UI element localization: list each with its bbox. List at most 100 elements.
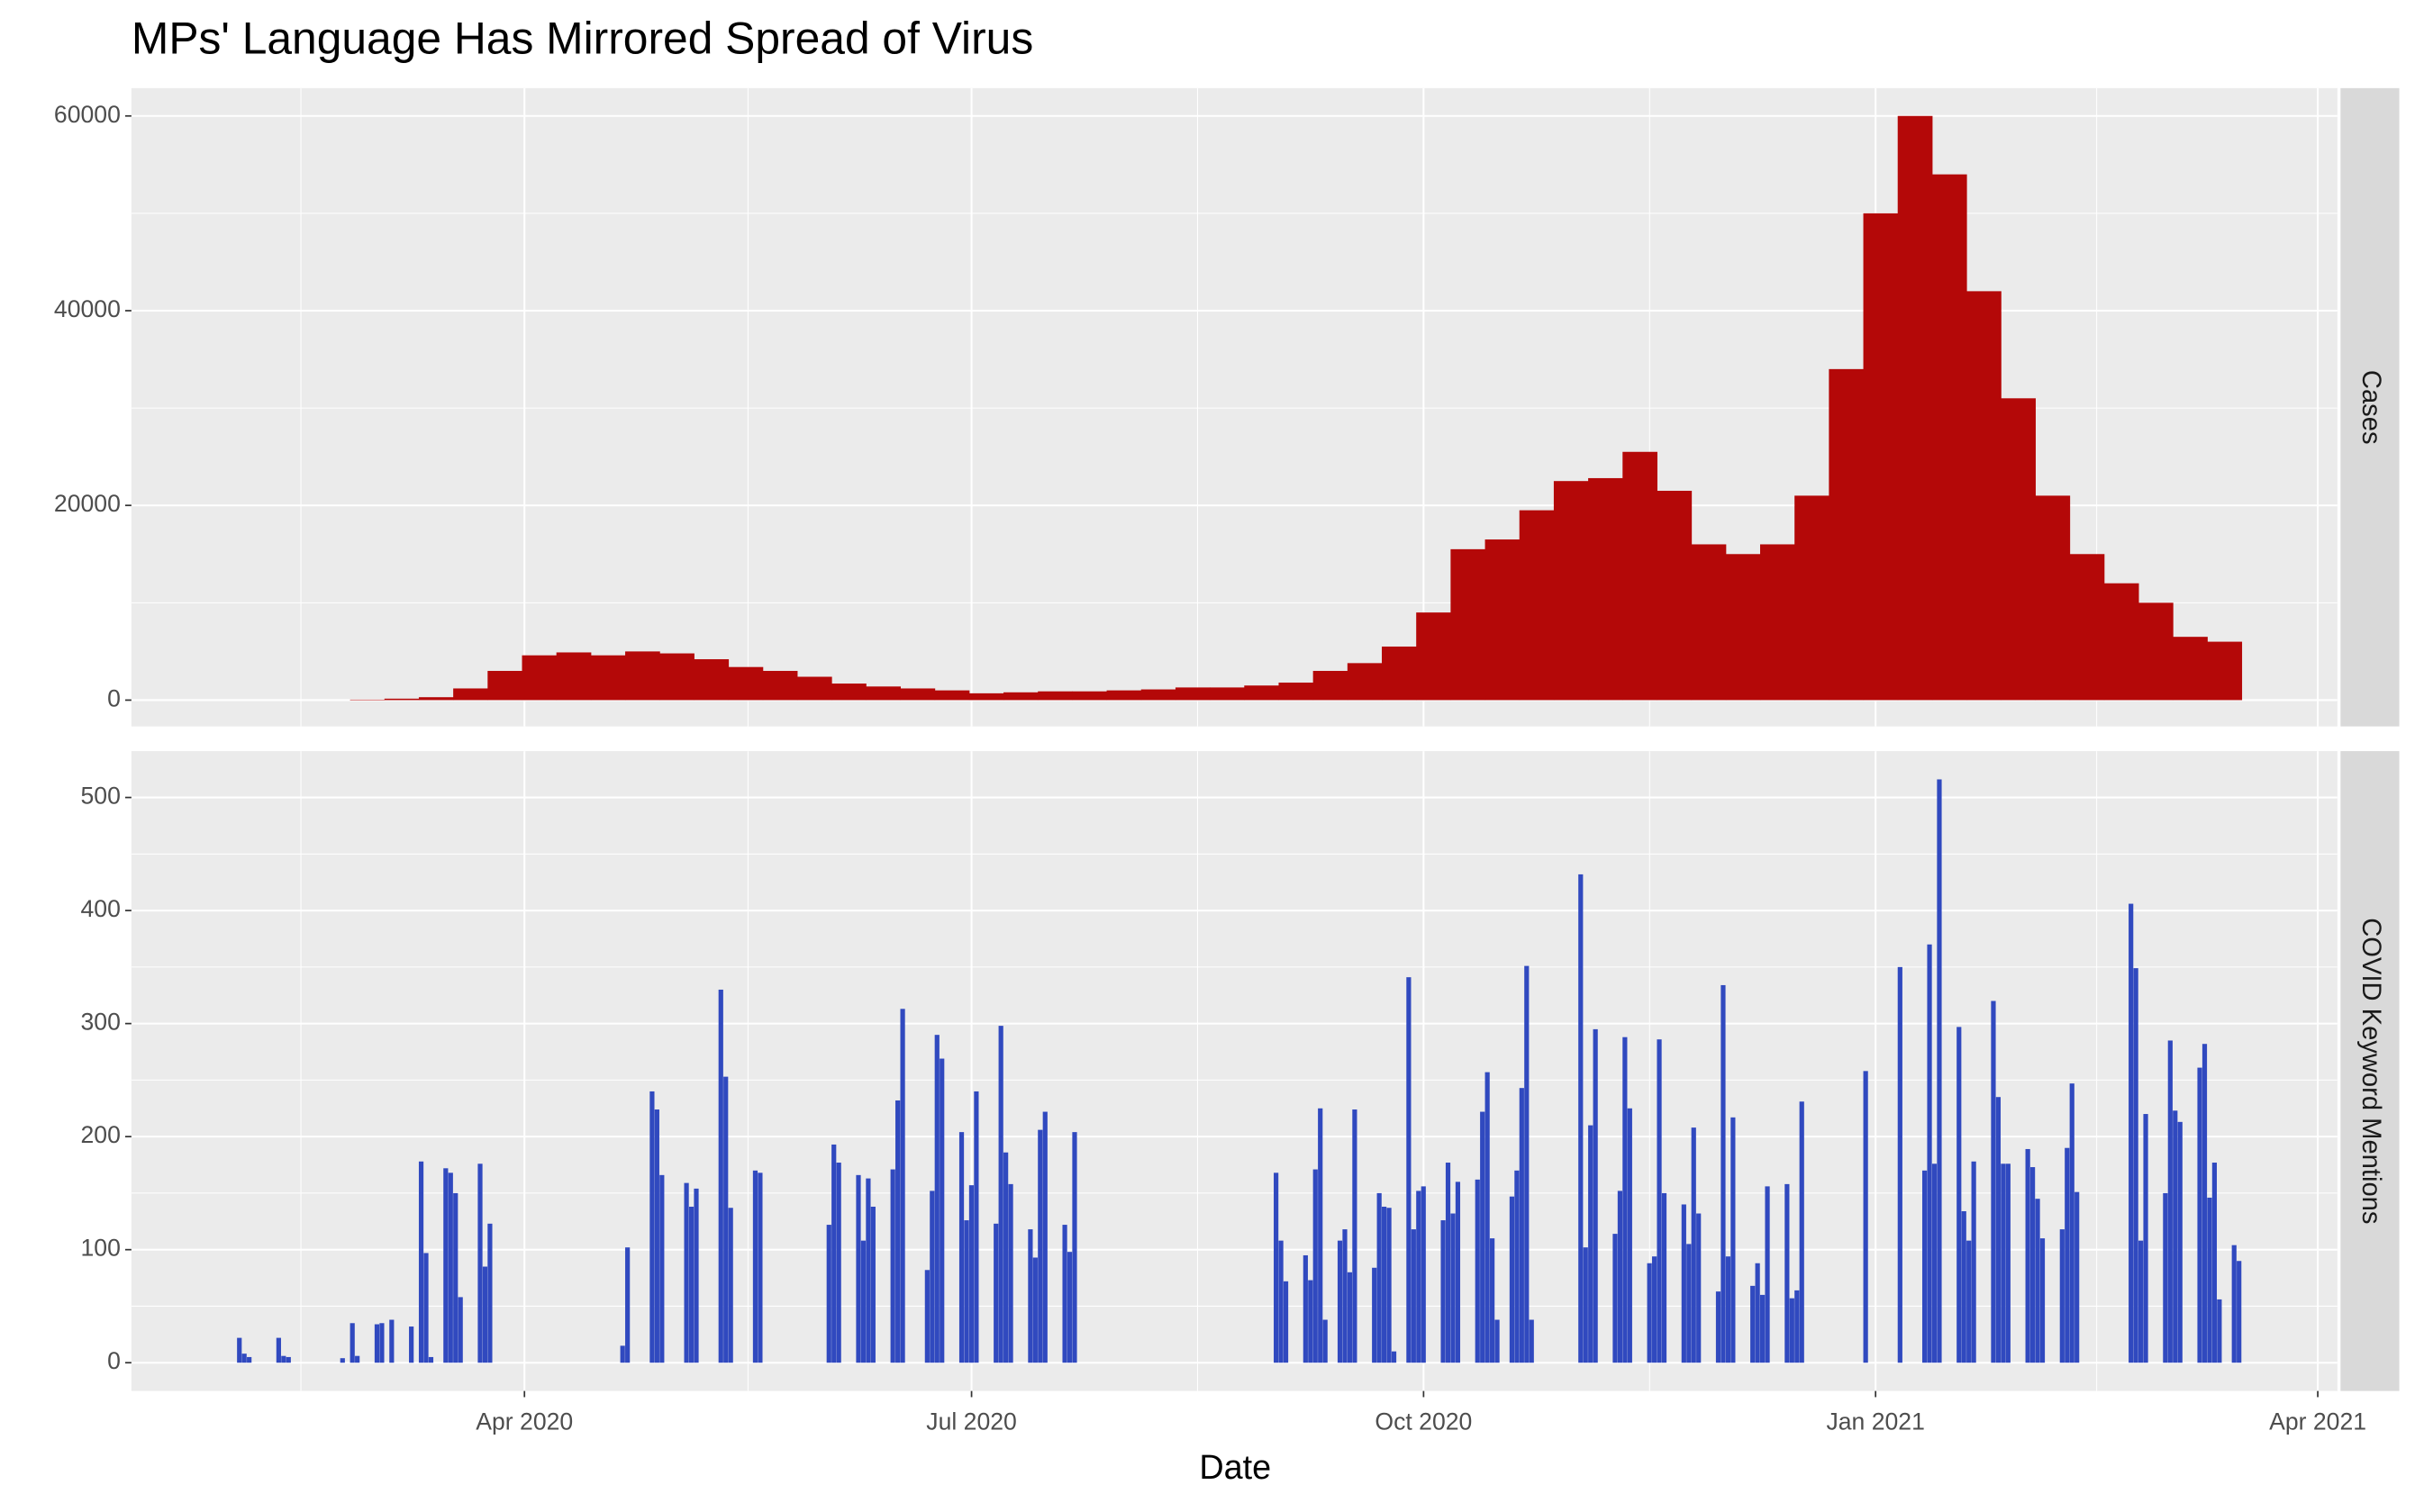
bar bbox=[1661, 1192, 1667, 1363]
y-tick-label: 0 bbox=[107, 1347, 121, 1374]
bar bbox=[1691, 544, 1727, 701]
bar bbox=[2207, 1197, 2212, 1363]
bar bbox=[1416, 612, 1451, 701]
bar bbox=[1937, 779, 1942, 1363]
bar bbox=[2211, 1163, 2218, 1363]
bar bbox=[994, 1223, 999, 1363]
y-tick-label: 500 bbox=[80, 783, 120, 810]
bar bbox=[1789, 1298, 1794, 1363]
bar bbox=[1337, 1240, 1343, 1363]
bar bbox=[590, 655, 626, 701]
bar bbox=[1593, 1028, 1598, 1363]
bar bbox=[620, 1345, 625, 1363]
bar bbox=[1062, 1225, 1067, 1363]
y-tick-label: 300 bbox=[80, 1009, 120, 1036]
bar bbox=[1730, 1117, 1736, 1363]
bar bbox=[688, 1206, 695, 1363]
x-tick-label: Apr 2020 bbox=[476, 1408, 573, 1435]
bar bbox=[379, 1323, 385, 1363]
bar bbox=[281, 1355, 286, 1363]
bar bbox=[1372, 1267, 1377, 1363]
bar bbox=[482, 1266, 488, 1363]
bar bbox=[1274, 1172, 1279, 1363]
bar bbox=[1278, 1240, 1284, 1363]
bar bbox=[2197, 1067, 2202, 1363]
bar bbox=[1784, 1183, 1790, 1363]
bar bbox=[458, 1297, 463, 1363]
bar bbox=[1622, 1037, 1628, 1363]
bar bbox=[1622, 451, 1657, 701]
bar bbox=[2138, 602, 2174, 701]
bar bbox=[1072, 691, 1108, 701]
bar bbox=[1416, 1191, 1421, 1363]
bar bbox=[389, 1319, 395, 1363]
bar bbox=[1440, 1220, 1446, 1363]
bar bbox=[2069, 554, 2105, 701]
bar bbox=[1931, 174, 1967, 701]
bar bbox=[659, 653, 695, 701]
bar bbox=[2173, 1110, 2178, 1363]
bar bbox=[1657, 1039, 1662, 1363]
bar bbox=[2202, 1044, 2208, 1363]
panel bbox=[131, 87, 2338, 727]
strip-background bbox=[2340, 87, 2400, 727]
bar bbox=[1140, 689, 1176, 701]
bar bbox=[2005, 1163, 2011, 1363]
bar bbox=[2103, 583, 2139, 701]
y-tick-label: 200 bbox=[80, 1121, 120, 1148]
bar bbox=[1175, 687, 1211, 701]
bar bbox=[998, 1026, 1003, 1363]
bar bbox=[1318, 1108, 1323, 1363]
bar bbox=[1931, 1163, 1938, 1363]
bar bbox=[958, 1132, 965, 1363]
bar bbox=[964, 1220, 969, 1363]
bar bbox=[1244, 685, 1279, 701]
bar bbox=[1038, 1129, 1043, 1363]
bar bbox=[1480, 1111, 1485, 1363]
bar bbox=[1283, 1281, 1289, 1363]
bar bbox=[443, 1168, 449, 1363]
bar bbox=[796, 676, 832, 701]
bar bbox=[1382, 1206, 1387, 1363]
bar bbox=[728, 1208, 733, 1363]
bar bbox=[1995, 1097, 2002, 1363]
bar bbox=[1106, 690, 1142, 701]
bar bbox=[453, 1192, 458, 1363]
bar bbox=[1072, 1132, 1077, 1363]
bar bbox=[428, 1356, 434, 1363]
strip-label: Cases bbox=[2356, 370, 2385, 445]
bar bbox=[968, 1185, 975, 1363]
bar bbox=[974, 1091, 979, 1363]
bar bbox=[1342, 1229, 1348, 1363]
bar bbox=[1514, 1170, 1520, 1363]
bar bbox=[1927, 944, 1932, 1363]
x-axis-title: Date bbox=[1199, 1448, 1271, 1486]
bar bbox=[934, 690, 970, 701]
x-tick-label: Apr 2021 bbox=[2269, 1408, 2366, 1435]
bar bbox=[1553, 481, 1589, 701]
y-tick-label: 60000 bbox=[54, 101, 121, 128]
bar bbox=[831, 1144, 837, 1363]
bar bbox=[2163, 1192, 2168, 1363]
bar bbox=[625, 1247, 631, 1363]
bar bbox=[968, 693, 1004, 701]
y-tick-label: 40000 bbox=[54, 295, 121, 322]
bar bbox=[1032, 1257, 1038, 1363]
bar bbox=[1966, 291, 2002, 701]
bar bbox=[2039, 1238, 2046, 1363]
bar bbox=[831, 684, 867, 701]
bar bbox=[1008, 1183, 1013, 1363]
bar bbox=[728, 666, 764, 701]
bar bbox=[694, 659, 730, 701]
bar bbox=[1720, 984, 1726, 1363]
bar bbox=[276, 1337, 281, 1363]
bar bbox=[1588, 477, 1623, 701]
bar bbox=[2001, 1163, 2006, 1363]
bar bbox=[694, 1188, 699, 1363]
bar bbox=[2129, 903, 2134, 1363]
bar bbox=[2237, 1261, 2242, 1363]
bar bbox=[1794, 1290, 1800, 1363]
bar bbox=[1312, 671, 1348, 701]
panel bbox=[131, 751, 2338, 1391]
